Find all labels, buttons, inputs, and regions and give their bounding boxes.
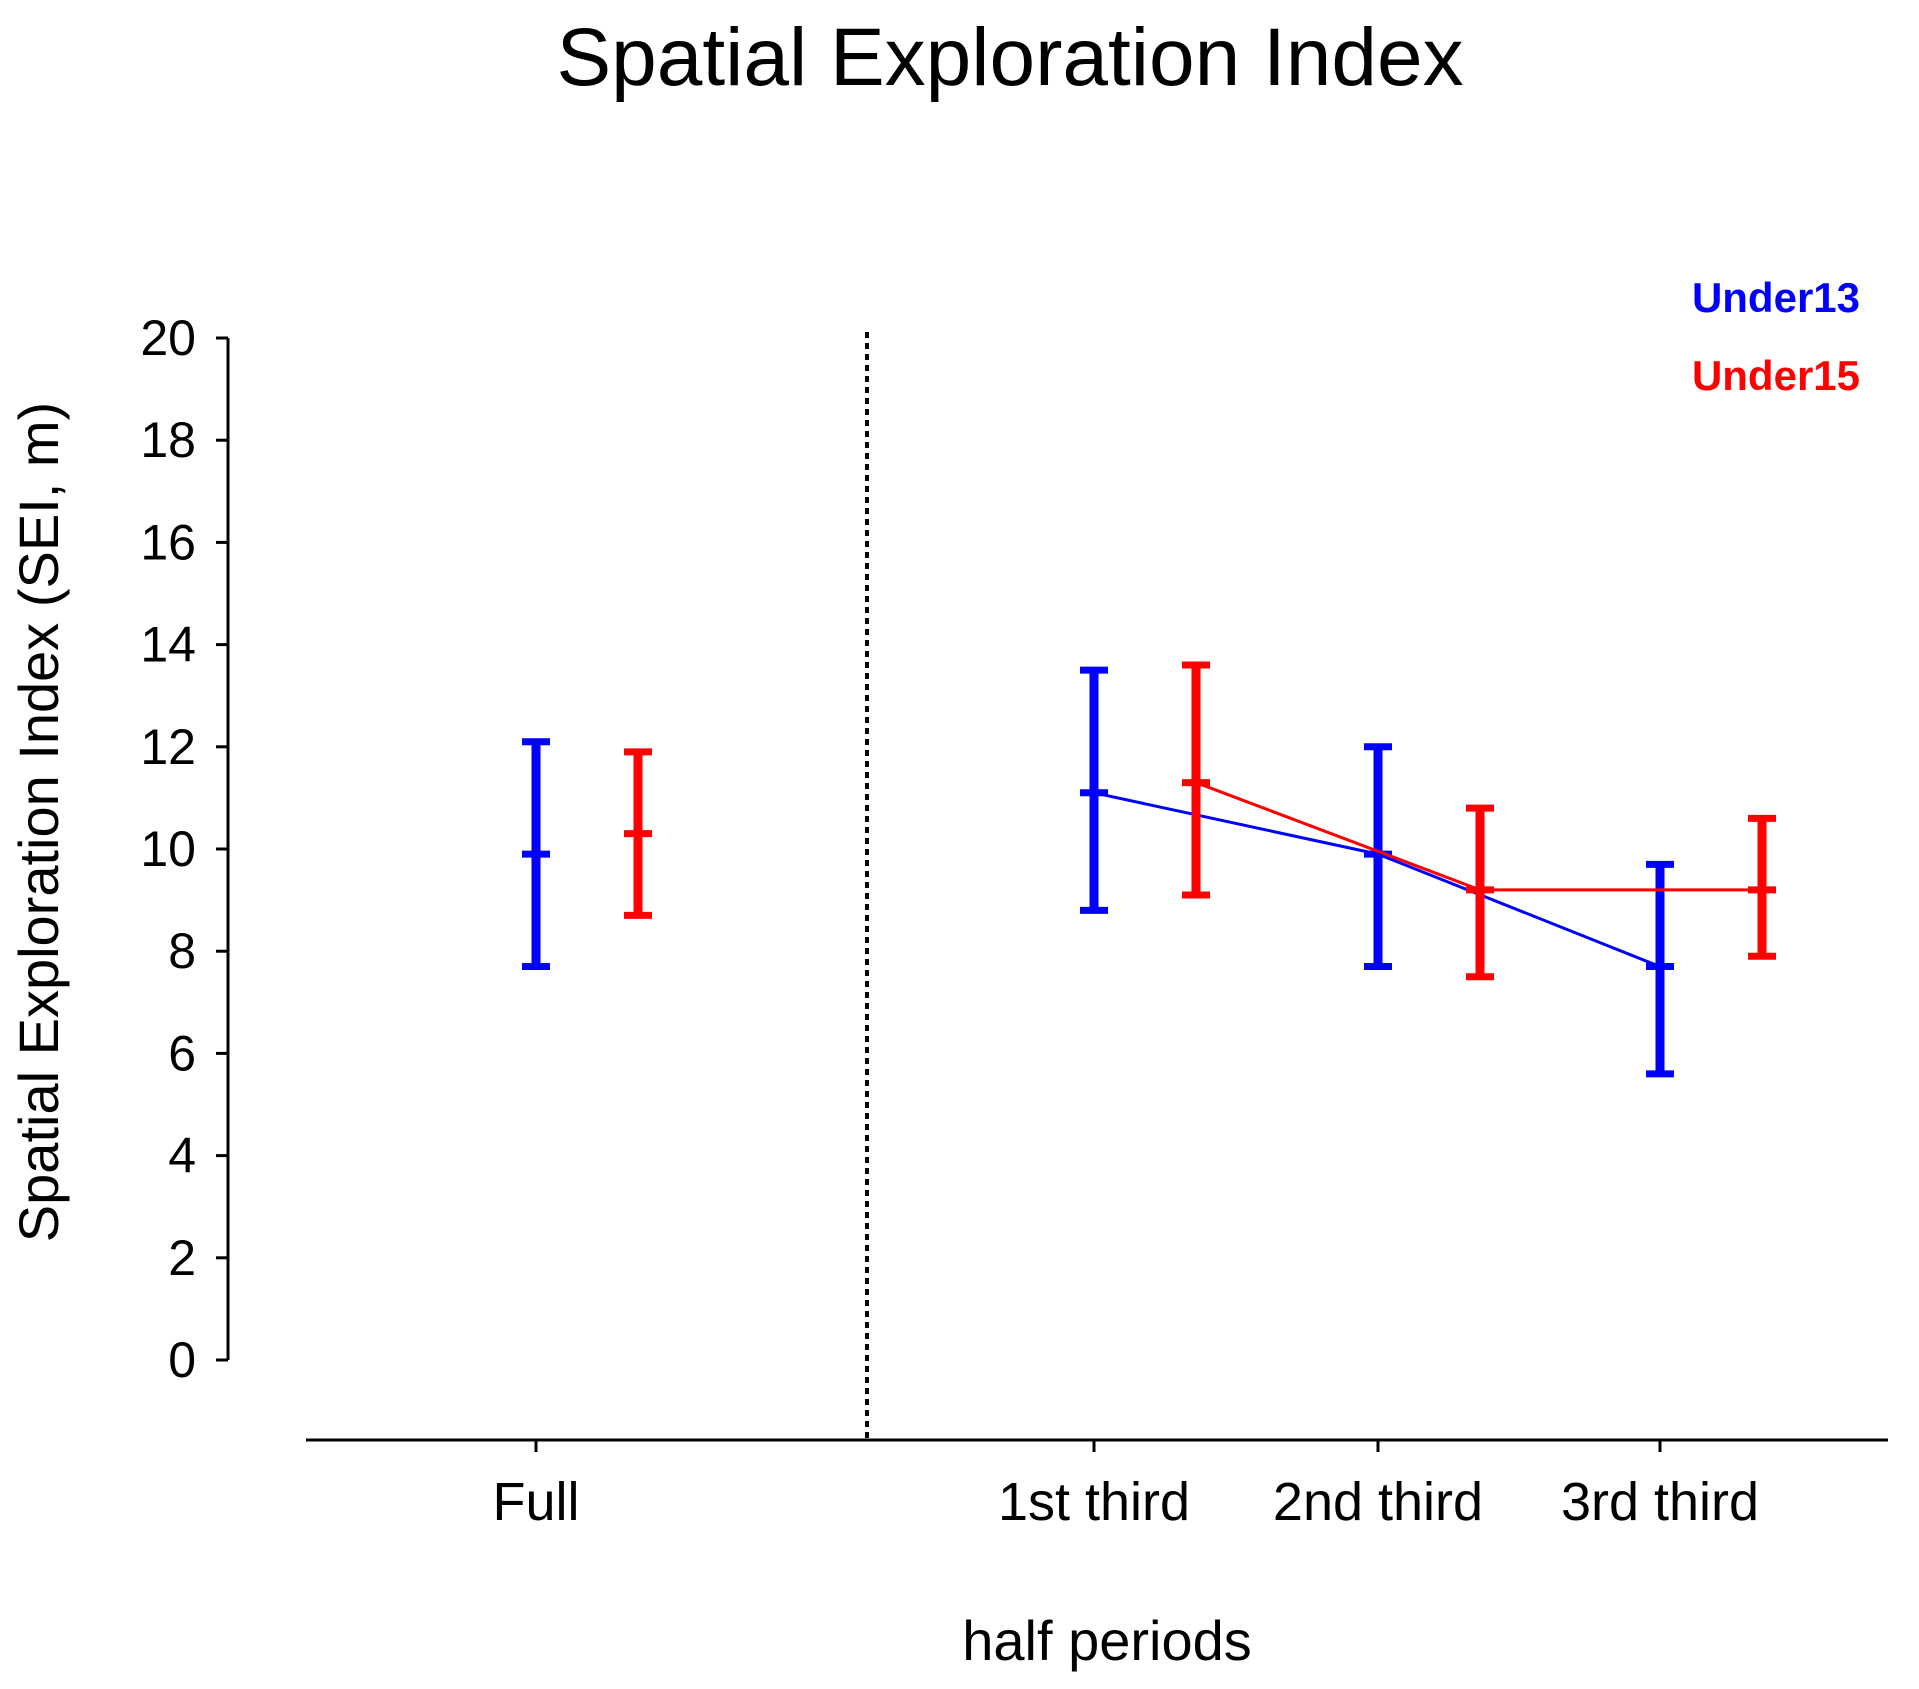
error-bar-under15 bbox=[1748, 814, 1776, 960]
y-tick-label: 14 bbox=[140, 617, 196, 673]
y-tick-label: 12 bbox=[140, 719, 196, 775]
x-axis-label: half periods bbox=[962, 1609, 1252, 1672]
error-bar-under13 bbox=[1646, 860, 1674, 1078]
error-bar-under13 bbox=[1080, 666, 1108, 914]
y-tick-label: 4 bbox=[168, 1128, 196, 1184]
y-tick-label: 20 bbox=[140, 310, 196, 366]
error-bar-under13 bbox=[1364, 743, 1392, 971]
x-tick-label: 2nd third bbox=[1273, 1472, 1483, 1532]
x-tick-label: 1st third bbox=[998, 1472, 1190, 1532]
y-tick-label: 10 bbox=[140, 821, 196, 877]
error-bar-under15 bbox=[1182, 661, 1210, 899]
y-tick-label: 18 bbox=[140, 412, 196, 468]
chart-title: Spatial Exploration Index bbox=[556, 12, 1463, 103]
y-tick-label: 16 bbox=[140, 514, 196, 570]
x-tick-label: 3rd third bbox=[1561, 1472, 1759, 1532]
error-bar-under15 bbox=[1466, 804, 1494, 981]
legend-entry-under15: Under15 bbox=[1692, 352, 1860, 399]
plot-area bbox=[522, 661, 1776, 1078]
axes: 0 2 4 6 8 10 12 14 16 18 20 Full 1st third 2nd third 3… bbox=[140, 310, 1888, 1532]
y-tick-label: 0 bbox=[168, 1332, 196, 1388]
y-tick-label: 8 bbox=[168, 923, 196, 979]
legend: Under13 Under15 bbox=[1692, 274, 1860, 399]
y-axis-label: Spatial Exploration Index (SEI, m) bbox=[7, 402, 70, 1242]
y-tick-label: 2 bbox=[168, 1230, 196, 1286]
y-tick-label: 6 bbox=[168, 1025, 196, 1081]
x-tick-label: Full bbox=[492, 1472, 579, 1532]
legend-entry-under13: Under13 bbox=[1692, 274, 1860, 321]
error-bar-under13 bbox=[522, 738, 550, 971]
error-bar-under15 bbox=[624, 748, 652, 919]
